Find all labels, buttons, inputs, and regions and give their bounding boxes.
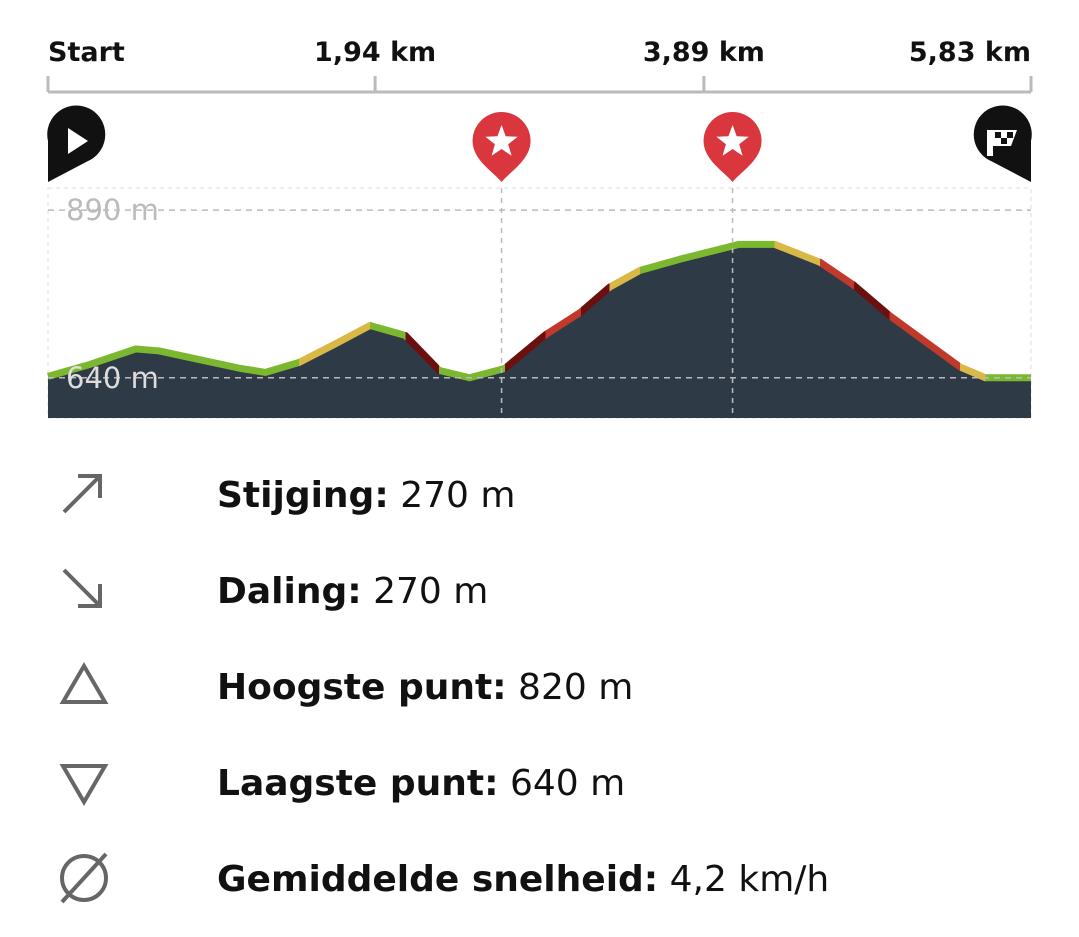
y-tick-label: 890 m [66,193,159,227]
start-play [68,128,88,154]
elevation-line [47,240,1031,382]
stat-value: 4,2 km/h [670,859,830,900]
x-tick-label: 1,94 km [314,37,436,68]
waypoint-star [485,125,518,156]
waypoint-star [716,125,749,156]
speed-icon [60,852,108,904]
stat-row: Hoogste punt: 820 m [217,667,633,708]
stat-value: 640 m [510,763,625,804]
elevation-chart: Start 1,94 km 3,89 km 5,83 km 890 m 640 m [46,37,1033,419]
stat-value: 270 m [373,571,488,612]
stat-label: Laagste punt: [217,763,499,804]
stat-row: Gemiddelde snelheid: 4,2 km/h [217,859,829,900]
stat-row: Stijging: 270 m [217,475,515,516]
stat-label: Gemiddelde snelheid: [217,859,658,900]
finish-checks [995,132,1013,144]
ascent-icon [62,474,102,514]
stat-row: Daling: 270 m [217,571,488,612]
stat-value: 270 m [400,475,515,516]
lowest-icon [59,764,109,806]
stat-value: 820 m [518,667,633,708]
stat-label: Stijging: [217,475,389,516]
stats: Stijging: 270 m Daling: 270 m Hoogste pu… [59,474,829,904]
x-tick-label: 5,83 km [909,37,1031,68]
stat-row: Laagste punt: 640 m [217,763,625,804]
x-tick-label: 3,89 km [643,37,765,68]
stat-label: Daling: [217,571,362,612]
y-tick-label: 640 m [66,361,159,395]
x-tick-label: Start [48,37,125,68]
descent-icon [62,568,102,608]
elevation-area [48,244,1031,418]
highest-icon [59,662,109,704]
stat-label: Hoogste punt: [217,667,507,708]
